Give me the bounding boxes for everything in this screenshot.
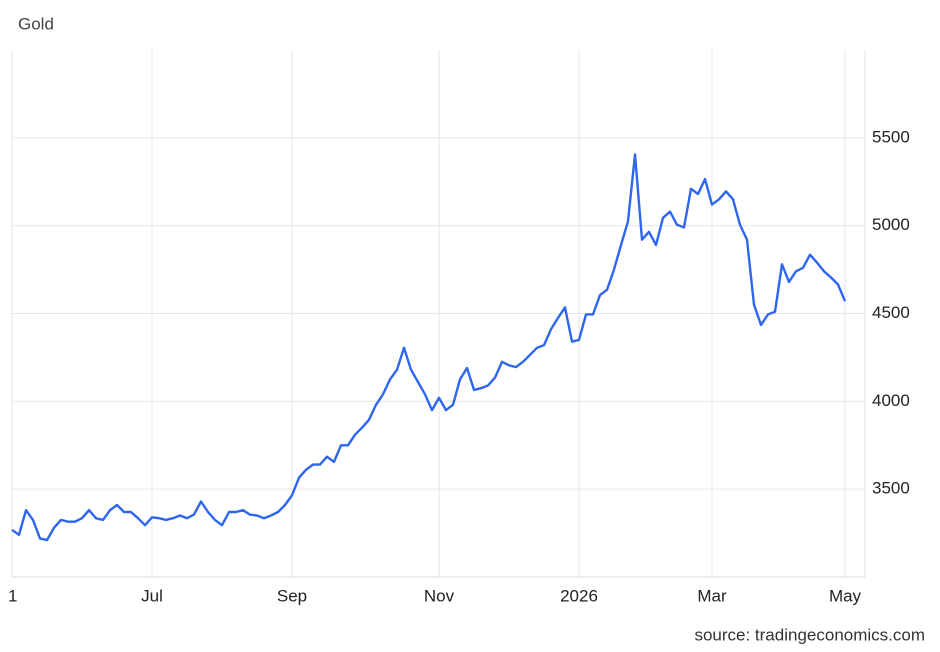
source: source: tradingeconomics.com: [694, 625, 925, 644]
y-tick-label: 4000: [872, 391, 910, 410]
y-tick-label: 5500: [872, 127, 910, 146]
y-tick-label: 3500: [872, 479, 910, 498]
y-tick-label: 5000: [872, 215, 910, 234]
x-tick-label: Nov: [424, 586, 455, 605]
x-tick-label: 2026: [560, 586, 598, 605]
x-tick-label: 1: [8, 586, 17, 605]
x-tick-label: May: [829, 586, 862, 605]
x-tick-label: Jul: [141, 586, 163, 605]
chart-title: Gold: [18, 14, 54, 33]
x-tick-label: Sep: [277, 586, 307, 605]
price-line: [11, 153, 847, 542]
y-tick-label: 4500: [872, 303, 910, 322]
x-tick-label: Mar: [697, 586, 727, 605]
